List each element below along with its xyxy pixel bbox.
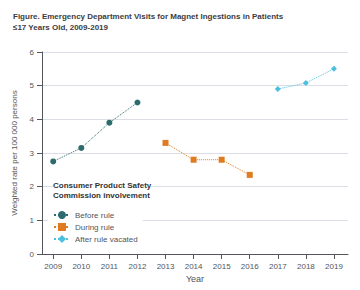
svg-text:3: 3 [30,149,35,158]
svg-text:2012: 2012 [129,262,147,271]
svg-text:6: 6 [30,48,35,57]
svg-text:5: 5 [30,81,35,90]
svg-text:2013: 2013 [157,262,175,271]
svg-text:2018: 2018 [297,262,315,271]
svg-text:Figure. Emergency Department V: Figure. Emergency Department Visits for … [13,12,284,21]
svg-text:After rule vacated: After rule vacated [75,235,138,244]
svg-text:Consumer Product Safety: Consumer Product Safety [53,181,152,190]
svg-text:0: 0 [30,250,35,259]
svg-text:4: 4 [30,115,35,124]
svg-text:Before rule: Before rule [75,211,115,220]
svg-text:1: 1 [30,216,35,225]
svg-text:During rule: During rule [75,223,115,232]
svg-text:2010: 2010 [72,262,90,271]
svg-text:2015: 2015 [213,262,231,271]
svg-text:2011: 2011 [101,262,119,271]
svg-text:2014: 2014 [185,262,203,271]
svg-text:2009: 2009 [44,262,62,271]
svg-text:Commission involvement: Commission involvement [53,191,150,200]
svg-text:2017: 2017 [269,262,287,271]
svg-text:2019: 2019 [325,262,343,271]
svg-text:2: 2 [30,182,35,191]
svg-text:Weighted rate per 100 000 pers: Weighted rate per 100 000 persons [10,90,19,215]
svg-text:Year: Year [186,274,204,284]
svg-text:≤17 Years Old, 2009-2019: ≤17 Years Old, 2009-2019 [13,23,109,32]
svg-text:2016: 2016 [241,262,259,271]
